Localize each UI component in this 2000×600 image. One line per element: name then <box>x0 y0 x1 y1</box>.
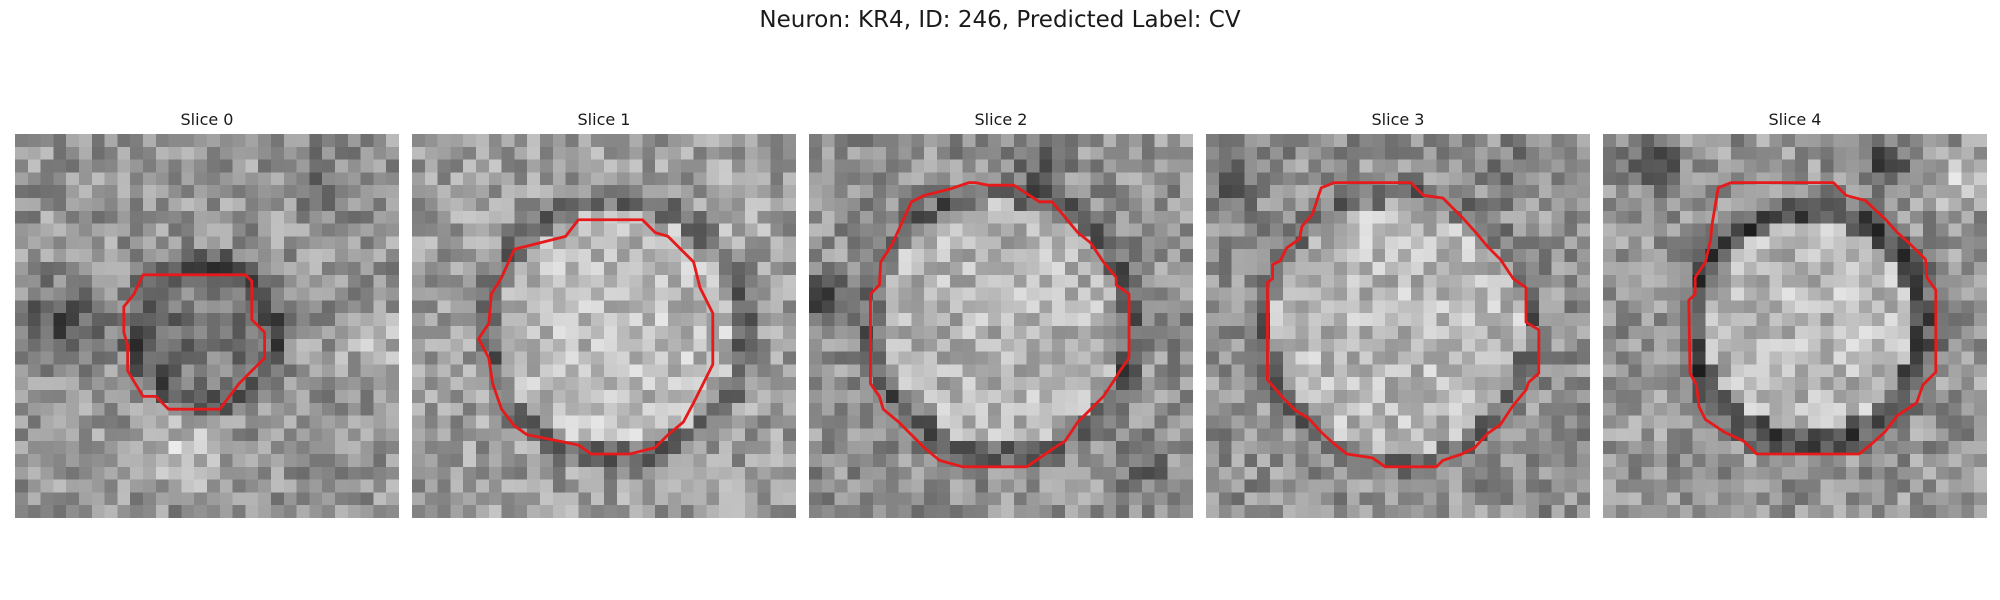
slice-title-1: Slice 1 <box>577 110 631 129</box>
slice-image-4 <box>1603 134 1987 518</box>
roi-contour <box>1266 181 1541 469</box>
pixel-grid <box>412 134 796 518</box>
slice-title-3: Slice 3 <box>1371 110 1425 129</box>
slice-image-0 <box>15 134 399 518</box>
slice-title-0: Slice 0 <box>180 110 234 129</box>
figure-title: Neuron: KR4, ID: 246, Predicted Label: C… <box>759 7 1241 33</box>
slice-title-4: Slice 4 <box>1768 110 1822 129</box>
slice-image-2 <box>809 134 1193 518</box>
roi-contour <box>869 181 1131 469</box>
slice-image-1 <box>412 134 796 518</box>
roi-contour <box>477 218 715 456</box>
roi-contour <box>1687 181 1938 456</box>
pixel-grid <box>809 134 1193 518</box>
roi-contour <box>122 273 267 411</box>
pixel-grid <box>15 134 399 518</box>
slice-image-3 <box>1206 134 1590 518</box>
slice-title-2: Slice 2 <box>974 110 1028 129</box>
pixel-grid <box>1206 134 1590 518</box>
pixel-grid <box>1603 134 1987 518</box>
